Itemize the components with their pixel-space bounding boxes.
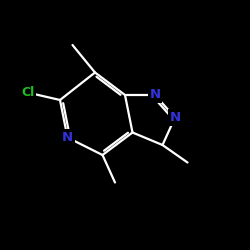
Text: N: N [62,131,73,144]
Text: N: N [170,111,180,124]
Text: Cl: Cl [21,86,34,99]
Text: N: N [150,88,160,102]
